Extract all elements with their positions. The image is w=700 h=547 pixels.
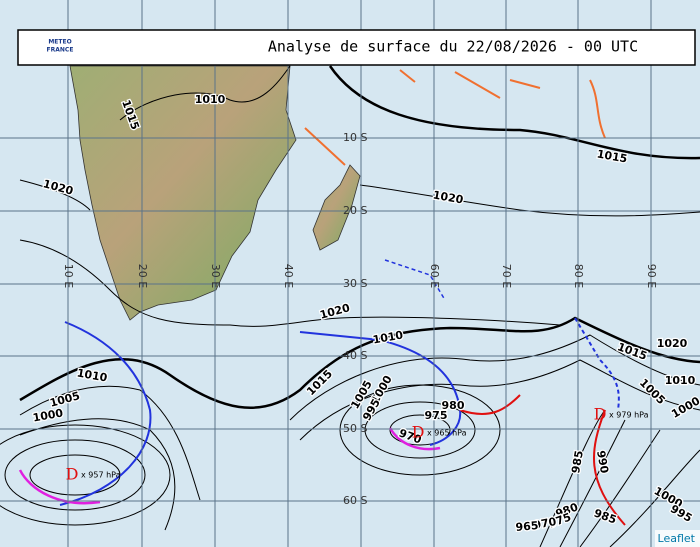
attribution[interactable]: Leaflet <box>658 532 696 545</box>
isobar <box>19 316 700 409</box>
isobar-label: 1010 <box>195 93 226 106</box>
low-symbol: D <box>594 405 607 424</box>
isobar-label: 975 <box>425 409 448 422</box>
attribution-bg <box>655 530 700 547</box>
cold-front <box>59 321 152 506</box>
isobar <box>0 424 171 526</box>
isobar <box>19 334 700 501</box>
isobar <box>339 384 501 476</box>
madagascar <box>312 164 361 251</box>
warm-front <box>459 394 521 415</box>
logo-text: METEO <box>48 39 71 46</box>
lat-label: 20 S <box>343 204 367 217</box>
lat-label: 50 S <box>343 422 367 435</box>
title-box <box>17 29 696 66</box>
low-pressure: x 979 hPa <box>609 411 649 420</box>
isobar-label: 965 <box>515 519 539 534</box>
isobar-label: 970 <box>532 515 557 532</box>
lat-label: 40 S <box>343 349 367 362</box>
trough <box>304 69 606 166</box>
logo-text: FRANCE <box>47 47 74 54</box>
lon-label: 80 E <box>572 264 585 288</box>
isobar-label: 1020 <box>657 337 688 350</box>
lon-label: 10 E <box>62 264 75 288</box>
isobar <box>19 179 700 217</box>
isobar <box>364 401 476 459</box>
lon-label: 30 E <box>209 264 222 288</box>
lat-label: 30 S <box>343 277 367 290</box>
low-pressure: x 965 hPa <box>427 429 467 438</box>
lon-label: 70 E <box>500 264 513 288</box>
title: Analyse de surface du 22/08/2026 - 00 UT… <box>268 38 638 56</box>
isobar-label: 990 <box>594 449 611 474</box>
isobar <box>4 439 146 511</box>
lat-label: 60 S <box>343 494 367 507</box>
lon-label: 60 E <box>428 264 441 288</box>
lon-label: 40 E <box>282 264 295 288</box>
lon-label: 90 E <box>645 264 658 288</box>
low-symbol: D <box>66 465 79 484</box>
lon-label: 20 E <box>136 264 149 288</box>
isobar-label: 980 <box>442 399 465 412</box>
isobar-label: 985 <box>569 449 586 474</box>
low-pressure: x 957 hPa <box>81 471 121 480</box>
isobar-label: 1010 <box>665 374 696 387</box>
cold-front <box>299 331 462 446</box>
occluded-front <box>18 427 441 505</box>
lat-label: 10 S <box>343 131 367 144</box>
africa <box>69 65 297 321</box>
warm-front <box>592 409 626 526</box>
low-symbol: D <box>412 423 425 442</box>
cold-front <box>574 317 620 411</box>
isobar <box>328 65 700 160</box>
cold-front <box>384 259 446 301</box>
isobar <box>119 65 291 121</box>
